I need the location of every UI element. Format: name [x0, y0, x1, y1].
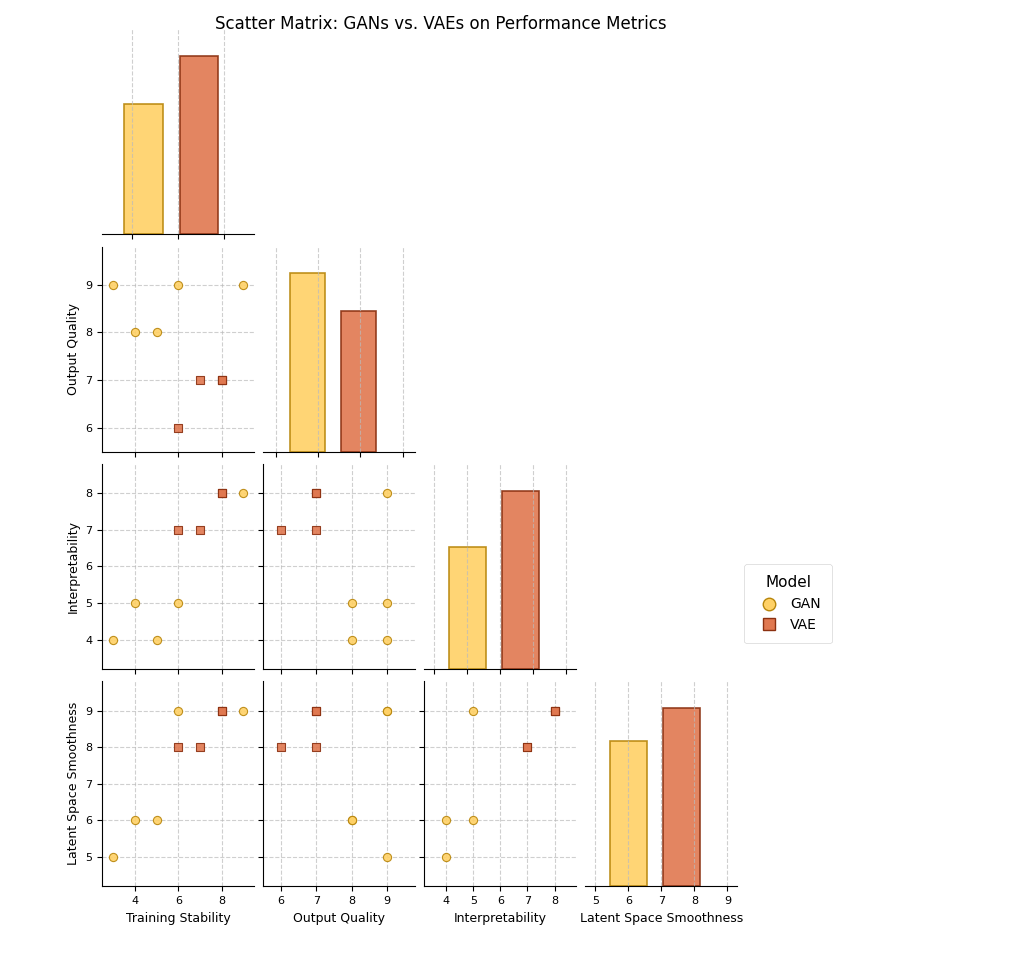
Point	[191, 739, 208, 755]
Point	[105, 277, 122, 292]
Point	[214, 703, 230, 719]
Legend: GAN, VAE: GAN, VAE	[744, 564, 831, 644]
Point	[308, 739, 325, 755]
Point	[127, 595, 143, 611]
Point	[214, 485, 230, 501]
Point	[379, 595, 395, 611]
Point	[547, 703, 563, 719]
Point	[343, 812, 359, 828]
Point	[308, 485, 325, 501]
Point	[214, 703, 230, 719]
Text: Scatter Matrix: GANs vs. VAEs on Performance Metrics: Scatter Matrix: GANs vs. VAEs on Perform…	[214, 15, 667, 32]
Point	[519, 739, 536, 755]
Point	[105, 849, 122, 865]
Point	[308, 703, 325, 719]
Bar	[663, 708, 699, 886]
Point	[148, 812, 165, 828]
Point	[214, 703, 230, 719]
Point	[547, 703, 563, 719]
Point	[170, 739, 186, 755]
Point	[148, 632, 165, 648]
Point	[379, 485, 395, 501]
Point	[170, 703, 186, 719]
Point	[308, 522, 325, 538]
Point	[379, 703, 395, 719]
Point	[379, 703, 395, 719]
Point	[127, 812, 143, 828]
Point	[343, 595, 359, 611]
X-axis label: Interpretability: Interpretability	[454, 912, 547, 924]
Bar	[341, 311, 376, 452]
Point	[236, 703, 252, 719]
Point	[343, 632, 359, 648]
Y-axis label: Interpretability: Interpretability	[67, 520, 80, 613]
Point	[519, 739, 536, 755]
Point	[170, 595, 186, 611]
Point	[214, 372, 230, 388]
Point	[272, 739, 289, 755]
Point	[236, 485, 252, 501]
Bar	[502, 491, 539, 669]
Bar	[125, 104, 163, 235]
X-axis label: Latent Space Smoothness: Latent Space Smoothness	[580, 912, 743, 924]
Point	[272, 522, 289, 538]
Point	[465, 703, 481, 719]
Point	[170, 277, 186, 292]
Bar	[449, 547, 485, 669]
Point	[308, 485, 325, 501]
Point	[308, 703, 325, 719]
Point	[127, 324, 143, 340]
Point	[170, 420, 186, 435]
Point	[214, 372, 230, 388]
X-axis label: Output Quality: Output Quality	[293, 912, 385, 924]
Point	[214, 485, 230, 501]
Point	[343, 812, 359, 828]
Point	[438, 812, 455, 828]
Point	[148, 324, 165, 340]
Point	[191, 372, 208, 388]
Point	[214, 485, 230, 501]
Point	[379, 632, 395, 648]
Point	[191, 522, 208, 538]
Y-axis label: Latent Space Smoothness: Latent Space Smoothness	[67, 702, 80, 866]
Bar	[290, 274, 326, 452]
Point	[105, 632, 122, 648]
Bar	[180, 56, 218, 235]
Y-axis label: Output Quality: Output Quality	[67, 303, 80, 395]
Point	[308, 485, 325, 501]
Point	[236, 277, 252, 292]
Point	[547, 703, 563, 719]
Point	[465, 812, 481, 828]
Point	[547, 703, 563, 719]
Bar	[610, 741, 647, 886]
Point	[170, 522, 186, 538]
Point	[438, 849, 455, 865]
Point	[214, 372, 230, 388]
X-axis label: Training Stability: Training Stability	[126, 912, 230, 924]
Point	[308, 703, 325, 719]
Point	[379, 849, 395, 865]
